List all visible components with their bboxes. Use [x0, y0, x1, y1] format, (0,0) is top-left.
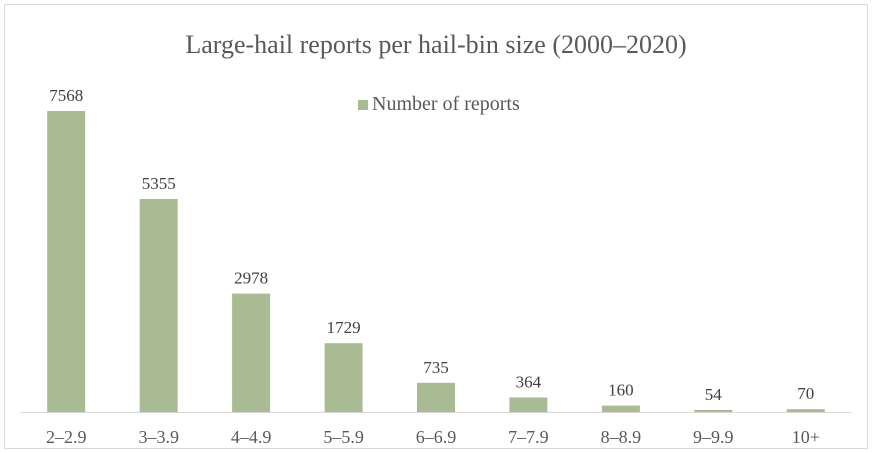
x-tick-label-8–8.9: 8–8.9: [601, 427, 642, 447]
data-label-4–4.9: 2978: [234, 269, 268, 288]
data-label-10+: 70: [797, 384, 814, 403]
data-labels-layer: 7568 5355 2978 1729 735 364 160 54 70: [49, 86, 814, 404]
x-tick-label-10+: 10+: [792, 427, 820, 447]
bars-layer: [47, 111, 825, 412]
legend-swatch: [358, 99, 368, 110]
x-tick-label-4–4.9: 4–4.9: [231, 427, 272, 447]
bar-9–9.9: [694, 409, 733, 412]
legend: Number of reports: [358, 93, 520, 116]
bar-2–2.9: [47, 111, 86, 412]
data-label-9–9.9: 54: [705, 385, 723, 404]
data-label-3–3.9: 5355: [142, 174, 176, 193]
x-tick-label-2–2.9: 2–2.9: [46, 427, 87, 447]
x-tick-label-5–5.9: 5–5.9: [323, 427, 364, 447]
bar-7–7.9: [509, 397, 548, 412]
x-tick-label-7–7.9: 7–7.9: [508, 427, 549, 447]
data-label-5–5.9: 1729: [327, 318, 361, 337]
x-tick-labels-layer: 2–2.9 3–3.9 4–4.9 5–5.9 6–6.9 7–7.9 8–8.9 9–9.9…: [46, 427, 820, 447]
data-label-7–7.9: 364: [516, 373, 542, 392]
chart-title: Large-hail reports per hail-bin size (20…: [185, 30, 687, 59]
data-label-8–8.9: 160: [608, 381, 634, 400]
bar-6–6.9: [417, 382, 455, 412]
x-tick-label-9–9.9: 9–9.9: [693, 427, 734, 447]
legend-label: Number of reports: [372, 93, 520, 115]
x-tick-label-3–3.9: 3–3.9: [138, 427, 179, 447]
bar-5–5.9: [324, 343, 363, 412]
data-label-6–6.9: 735: [423, 358, 449, 377]
bar-3–3.9: [139, 199, 178, 412]
bar-10+: [786, 409, 825, 412]
data-label-2–2.9: 7568: [49, 86, 83, 105]
bar-4–4.9: [232, 293, 271, 412]
bar-8–8.9: [601, 405, 640, 412]
x-tick-label-6–6.9: 6–6.9: [416, 427, 457, 447]
